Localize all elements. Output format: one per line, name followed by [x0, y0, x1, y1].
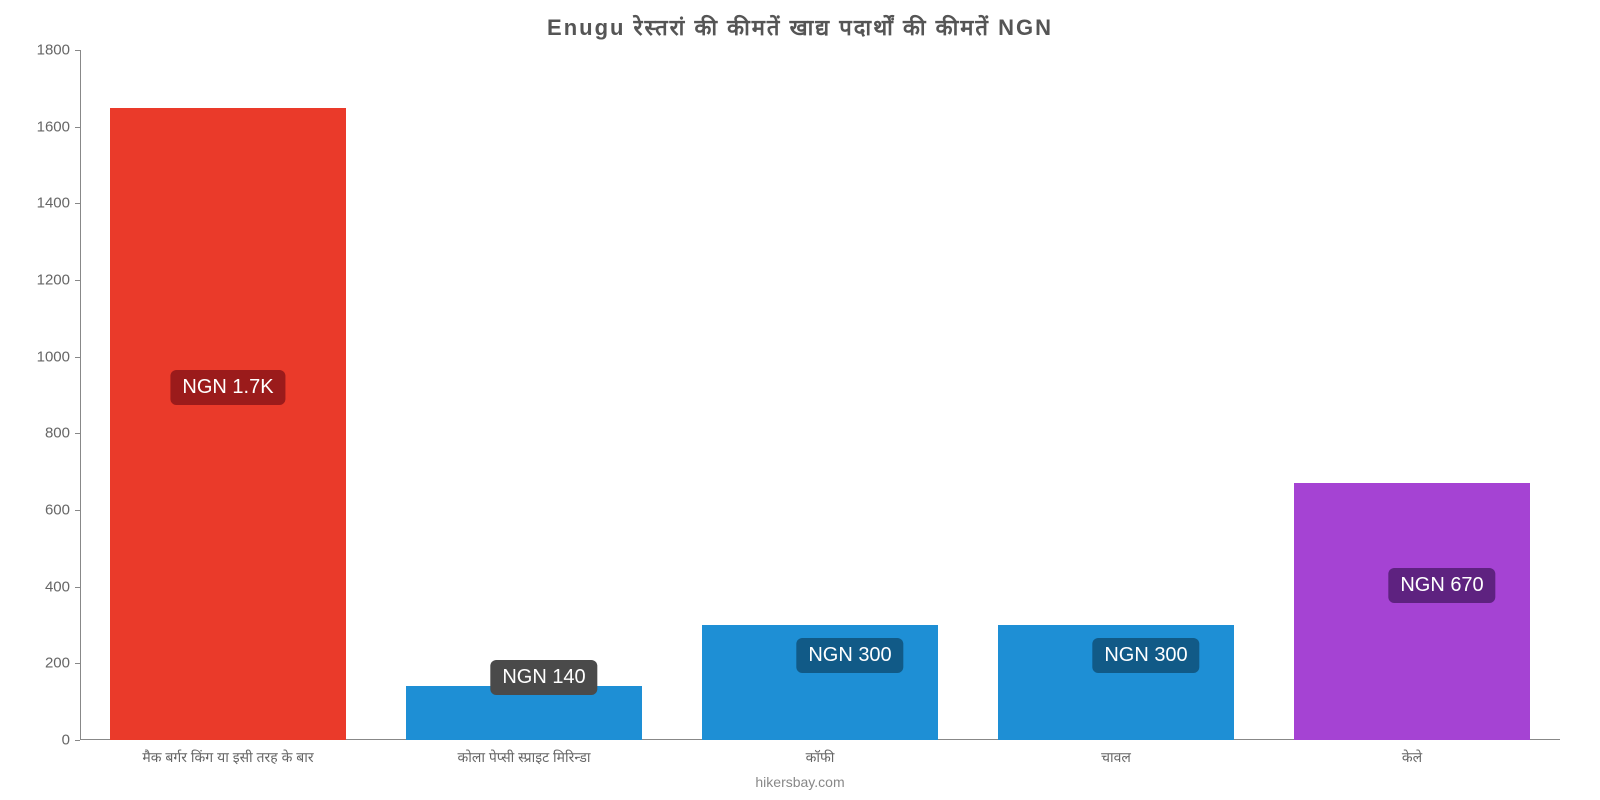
plot-area: 020040060080010001200140016001800मैक बर्… [80, 50, 1560, 740]
x-tick-label: मैक बर्गर किंग या इसी तरह के बार [142, 748, 313, 767]
y-tick-label: 1200 [37, 272, 70, 289]
value-label: NGN 140 [490, 660, 597, 695]
y-tick-mark [75, 50, 80, 51]
x-tick-label: चावल [1101, 748, 1131, 767]
y-tick-mark [75, 280, 80, 281]
y-tick-mark [75, 357, 80, 358]
y-tick-mark [75, 740, 80, 741]
value-label: NGN 1.7K [170, 370, 285, 405]
value-label: NGN 300 [1092, 638, 1199, 673]
bar [1294, 483, 1531, 740]
y-tick-mark [75, 433, 80, 434]
y-tick-label: 200 [45, 655, 70, 672]
x-tick-label: कॉफी [806, 748, 835, 767]
y-tick-label: 800 [45, 425, 70, 442]
y-tick-mark [75, 510, 80, 511]
y-tick-label: 600 [45, 502, 70, 519]
y-axis-line [80, 50, 81, 740]
y-tick-label: 1000 [37, 348, 70, 365]
y-tick-mark [75, 587, 80, 588]
y-tick-label: 400 [45, 578, 70, 595]
value-label: NGN 670 [1388, 568, 1495, 603]
y-tick-label: 1400 [37, 195, 70, 212]
y-tick-label: 1800 [37, 42, 70, 59]
value-label: NGN 300 [796, 638, 903, 673]
y-tick-mark [75, 127, 80, 128]
y-tick-label: 0 [62, 732, 70, 749]
chart-title: Enugu रेस्तरां की कीमतें खाद्य पदार्थों … [0, 12, 1600, 42]
x-tick-label: कोला पेप्सी स्प्राइट मिरिन्डा [457, 748, 590, 767]
y-tick-mark [75, 663, 80, 664]
y-tick-mark [75, 203, 80, 204]
x-tick-label: केले [1402, 748, 1422, 767]
y-tick-label: 1600 [37, 118, 70, 135]
attribution-text: hikersbay.com [0, 774, 1600, 790]
bar [110, 108, 347, 741]
chart-container: Enugu रेस्तरां की कीमतें खाद्य पदार्थों … [0, 0, 1600, 800]
